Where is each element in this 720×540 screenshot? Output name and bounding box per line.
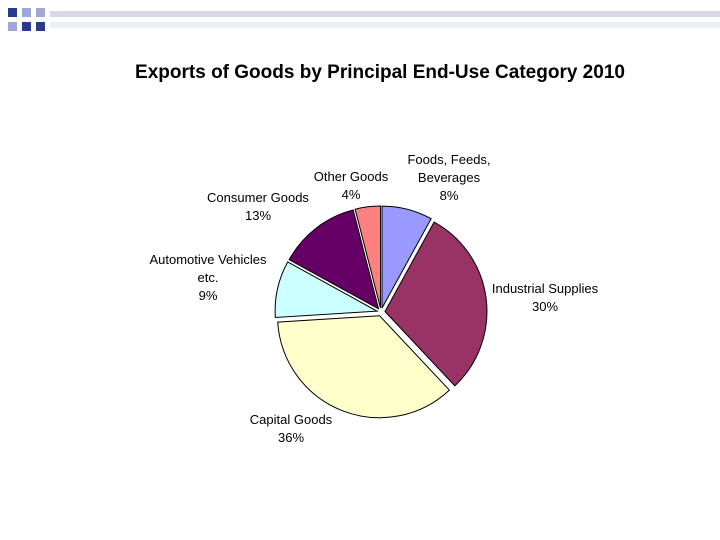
slice-label-3: Automotive Vehicles etc. 9% xyxy=(149,252,267,303)
deco-band-2 xyxy=(50,22,720,28)
slice-label-4: Consumer Goods 13% xyxy=(207,190,309,223)
deco-square-light-1 xyxy=(22,8,31,17)
pie-slice-2 xyxy=(277,315,451,419)
pie-slice-0 xyxy=(381,205,432,309)
slice-label-5: Other Goods 4% xyxy=(314,169,389,202)
deco-band-1 xyxy=(50,11,720,17)
pie-slice-5 xyxy=(354,205,381,309)
deco-square-dark-2 xyxy=(22,22,31,31)
slice-label-1: Industrial Supplies 30% xyxy=(492,281,599,314)
deco-square-light-2 xyxy=(8,22,17,31)
slice-label-0: Foods, Feeds, Beverages 8% xyxy=(407,152,490,203)
chart-title: Exports of Goods by Principal End-Use Ca… xyxy=(135,62,625,83)
deco-square-light-3 xyxy=(36,8,45,17)
pie-slice-3 xyxy=(274,261,379,319)
slice-label-2: Capital Goods 36% xyxy=(250,412,333,445)
slide-decoration xyxy=(8,8,720,31)
pie-slice-1 xyxy=(384,221,488,387)
pie-slice-4 xyxy=(288,209,380,310)
deco-square-dark-3 xyxy=(36,22,45,31)
deco-square-dark-1 xyxy=(8,8,17,17)
